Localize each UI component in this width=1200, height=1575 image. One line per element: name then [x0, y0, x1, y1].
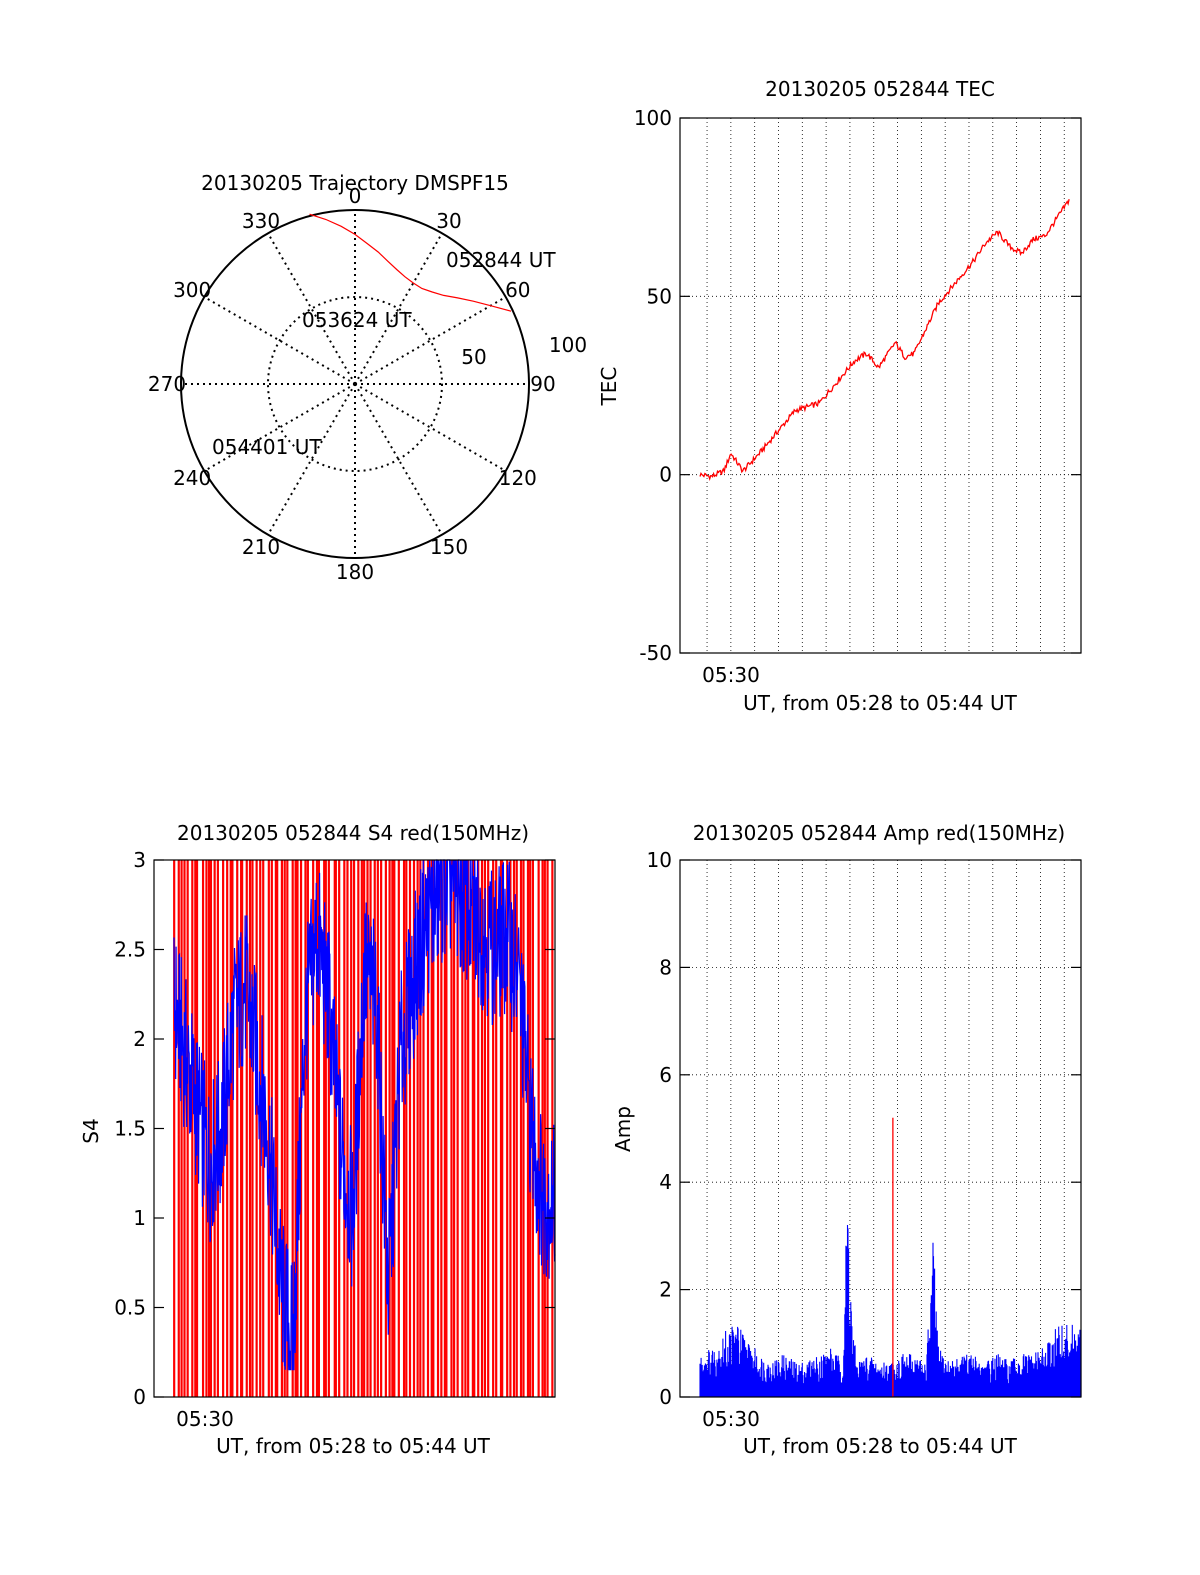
tec-grid: [680, 117, 1081, 654]
polar-azimuth-label: 30: [436, 209, 461, 233]
polar-spoke: [354, 383, 443, 536]
s4-y-tick-label: 1.5: [114, 1117, 146, 1141]
tec-x-axis-label: UT, from 05:28 to 05:44 UT: [743, 691, 1018, 715]
s4-panel: 20130205 052844 S4 red(150MHz) 0 0.5 1 1.5 2…: [79, 821, 556, 1458]
tec-title: 20130205 052844 TEC: [765, 77, 995, 101]
amp-y-tick-label: 0: [659, 1385, 672, 1409]
polar-spoke: [267, 232, 356, 385]
polar-spokes: [181, 210, 529, 558]
amp-title: 20130205 052844 Amp red(150MHz): [693, 821, 1065, 845]
s4-x-axis-label: UT, from 05:28 to 05:44 UT: [216, 1434, 491, 1458]
s4-x-tick-label: 05:30: [176, 1407, 234, 1431]
tec-x-tick-label: 05:30: [702, 663, 760, 687]
polar-trajectory-track: [309, 213, 512, 312]
tec-frame: [679, 117, 1082, 654]
amp-x-tick-label: 05:30: [702, 1407, 760, 1431]
polar-spoke: [267, 383, 356, 536]
polar-radius-label-50: 50: [461, 345, 486, 369]
amp-y-tick-label: 2: [659, 1278, 672, 1302]
s4-y-tick-label: 2: [133, 1027, 146, 1051]
polar-spoke: [203, 383, 356, 472]
polar-azimuth-label: 210: [242, 535, 280, 559]
polar-spoke: [354, 383, 507, 472]
tec-y-tick-label: 0: [659, 463, 672, 487]
polar-azimuth-label: 180: [336, 560, 374, 584]
amp-grid: [680, 859, 1081, 1398]
tec-y-axis-label: TEC: [597, 367, 621, 407]
tec-y-tick-label: 100: [634, 106, 672, 130]
tec-y-ticks: -50 0 50 100: [634, 106, 1081, 665]
polar-spoke: [354, 232, 443, 385]
polar-azimuth-label: 0: [349, 184, 362, 208]
amp-y-ticks: 0 2 4 6 8 10: [647, 848, 1081, 1409]
s4-y-axis-label: S4: [79, 1118, 103, 1143]
track-mid-label: 053624 UT: [302, 308, 412, 332]
polar-trajectory-panel: 20130205 Trajectory DMSPF15 0 30 60 90 120 15…: [148, 171, 587, 584]
polar-azimuth-labels: 0 30 60 90 120 150 180 210 240 270 300 330: [148, 184, 556, 584]
polar-azimuth-label: 150: [430, 535, 468, 559]
amp-y-tick-label: 8: [659, 955, 672, 979]
amp-blue-trace: [699, 1225, 1082, 1397]
tec-series-line: [699, 199, 1070, 482]
s4-y-tick-label: 1: [133, 1206, 146, 1230]
tec-y-tick-label: 50: [647, 284, 672, 308]
polar-azimuth-label: 300: [173, 278, 211, 302]
s4-blue-series: [173, 859, 556, 1371]
polar-azimuth-label: 270: [148, 372, 186, 396]
polar-radius-label-100: 100: [549, 333, 587, 357]
track-start-label: 052844 UT: [446, 248, 556, 272]
amp-y-tick-label: 10: [647, 848, 672, 872]
polar-azimuth-label: 120: [499, 466, 537, 490]
amp-frame: [679, 859, 1082, 1398]
s4-y-tick-label: 0.5: [114, 1296, 146, 1320]
s4-title: 20130205 052844 S4 red(150MHz): [177, 821, 529, 845]
tec-y-tick-label: -50: [639, 641, 672, 665]
polar-spoke: [354, 296, 507, 385]
polar-outer-ring: [180, 209, 530, 559]
amp-y-tick-label: 6: [659, 1063, 672, 1087]
amp-y-tick-label: 4: [659, 1170, 672, 1194]
polar-title: 20130205 Trajectory DMSPF15: [201, 171, 509, 195]
polar-azimuth-label: 240: [173, 466, 211, 490]
polar-azimuth-label: 60: [505, 278, 530, 302]
amp-x-axis-label: UT, from 05:28 to 05:44 UT: [743, 1434, 1018, 1458]
s4-y-tick-label: 0: [133, 1385, 146, 1409]
polar-inner-ring: [267, 296, 443, 472]
s4-y-tick-label: 2.5: [114, 938, 146, 962]
amp-panel: 20130205 052844 Amp red(150MHz) 0246810 …: [611, 821, 1082, 1458]
polar-spoke: [203, 296, 356, 385]
amp-blue-series: [699, 1225, 1082, 1397]
amp-y-axis-label: Amp: [611, 1106, 635, 1152]
polar-azimuth-label: 330: [242, 209, 280, 233]
s4-y-tick-label: 3: [133, 848, 146, 872]
s4-y-ticks: 0 0.5 1 1.5 2 2.5 3: [114, 848, 555, 1409]
tec-panel: 20130205 052844 TEC -50 0 50 100 05:30 UT, …: [597, 77, 1082, 715]
track-end-label: 054401 UT: [212, 435, 322, 459]
polar-azimuth-label: 90: [530, 372, 555, 396]
